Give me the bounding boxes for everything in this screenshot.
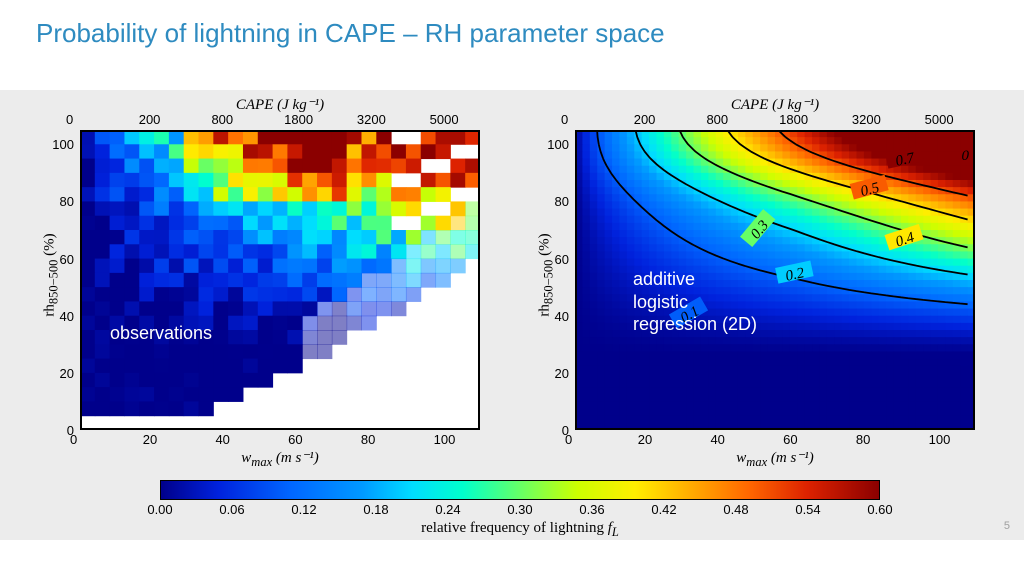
x-top-tick: 0 [561, 112, 568, 127]
x-bottom-tick: 40 [710, 432, 724, 447]
y-tick: 80 [545, 194, 569, 209]
colorbar-tick: 0.12 [291, 502, 316, 517]
x-top-tick: 1800 [284, 112, 313, 127]
y-tick: 100 [545, 137, 569, 152]
colorbar-tick: 0.42 [651, 502, 676, 517]
right-ylabel: rh850−500 (%) [537, 233, 557, 316]
left-overlay-label: observations [110, 322, 212, 345]
right-overlay-label: additivelogisticregression (2D) [633, 268, 757, 336]
x-top-tick: 200 [139, 112, 161, 127]
y-tick: 20 [545, 366, 569, 381]
x-bottom-tick: 80 [361, 432, 375, 447]
x-top-tick: 200 [634, 112, 656, 127]
x-bottom-tick: 20 [143, 432, 157, 447]
x-top-tick: 0 [66, 112, 73, 127]
y-tick: 40 [50, 309, 74, 324]
x-top-tick: 800 [211, 112, 233, 127]
y-tick: 60 [50, 252, 74, 267]
page-title: Probability of lightning in CAPE – RH pa… [0, 0, 1024, 49]
colorbar-tick: 0.54 [795, 502, 820, 517]
x-bottom-tick: 0 [70, 432, 77, 447]
left-xlabel-bottom: wmax (m s⁻¹) [80, 448, 480, 470]
colorbar-tick: 0.36 [579, 502, 604, 517]
colorbar-tick: 0.24 [435, 502, 460, 517]
x-bottom-tick: 20 [638, 432, 652, 447]
page-number: 5 [1004, 520, 1010, 532]
colorbar-tick: 0.18 [363, 502, 388, 517]
observations-heatmap: observations [80, 130, 480, 430]
x-top-tick: 5000 [925, 112, 954, 127]
colorbar-tick: 0.60 [867, 502, 892, 517]
y-tick: 40 [545, 309, 569, 324]
x-top-tick: 800 [706, 112, 728, 127]
x-top-tick: 3200 [852, 112, 881, 127]
x-bottom-tick: 60 [288, 432, 302, 447]
x-bottom-tick: 80 [856, 432, 870, 447]
left-ylabel: rh850−500 (%) [42, 233, 62, 316]
x-top-tick: 3200 [357, 112, 386, 127]
x-top-tick: 5000 [430, 112, 459, 127]
colorbar-tick: 0.00 [147, 502, 172, 517]
x-bottom-tick: 100 [434, 432, 456, 447]
x-bottom-tick: 40 [215, 432, 229, 447]
y-tick: 60 [545, 252, 569, 267]
y-tick: 80 [50, 194, 74, 209]
colorbar [160, 480, 880, 500]
colorbar-tick: 0.48 [723, 502, 748, 517]
colorbar-tick: 0.06 [219, 502, 244, 517]
svg-text:0: 0 [962, 148, 970, 164]
x-bottom-tick: 60 [783, 432, 797, 447]
figure-area: observations rh850−500 (%) CAPE (J kg⁻¹)… [0, 90, 1024, 540]
colorbar-label: relative frequency of lightning fL [160, 520, 880, 540]
x-bottom-tick: 100 [929, 432, 951, 447]
x-bottom-tick: 0 [565, 432, 572, 447]
colorbar-tick: 0.30 [507, 502, 532, 517]
right-xlabel-bottom: wmax (m s⁻¹) [575, 448, 975, 470]
y-tick: 100 [50, 137, 74, 152]
x-top-tick: 1800 [779, 112, 808, 127]
y-tick: 20 [50, 366, 74, 381]
regression-heatmap: 0.10.20.30.40.50.70 additivelogisticregr… [575, 130, 975, 430]
